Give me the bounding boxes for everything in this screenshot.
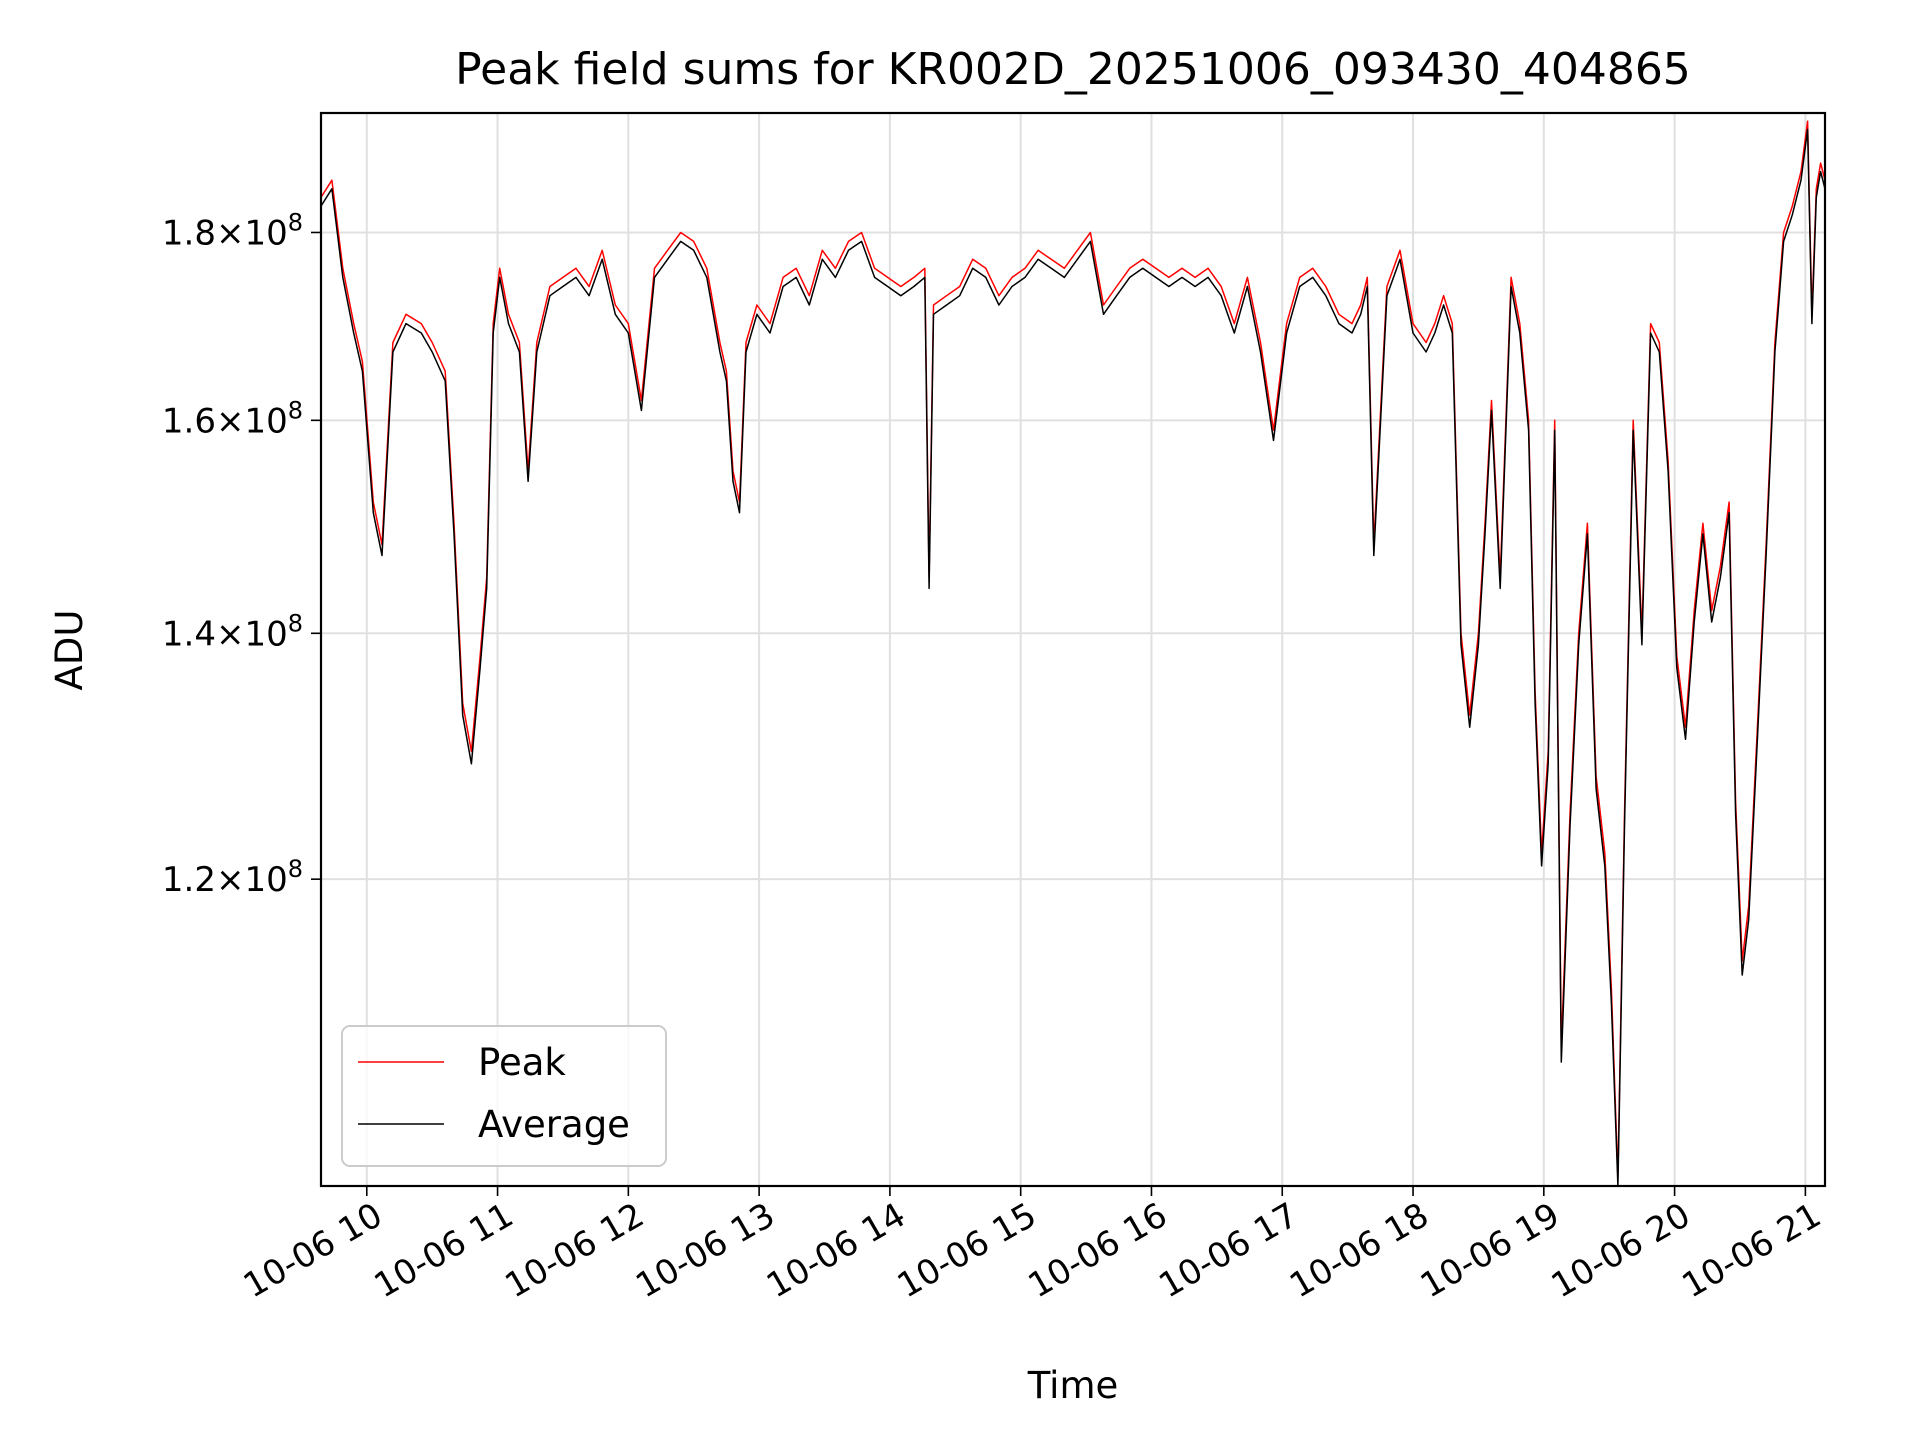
legend-label-average: Average bbox=[478, 1103, 630, 1146]
grid bbox=[321, 113, 1825, 1186]
y-tick-label: 1.4×108 bbox=[162, 609, 303, 654]
chart-title: Peak field sums for KR002D_20251006_0934… bbox=[455, 44, 1691, 95]
x-axis-label: Time bbox=[1027, 1364, 1119, 1407]
y-axis: 1.2×108 1.4×108 1.6×108 1.8×108 bbox=[162, 208, 321, 900]
legend-frame bbox=[341, 1025, 667, 1167]
legend: Peak Average bbox=[341, 1025, 667, 1167]
y-tick-label: 1.6×108 bbox=[162, 396, 303, 441]
y-tick-label: 1.8×108 bbox=[162, 208, 303, 253]
series-line-average bbox=[320, 128, 1826, 1187]
series-lines bbox=[320, 120, 1826, 1187]
y-axis-label: ADU bbox=[48, 610, 91, 691]
plot-frame bbox=[319, 111, 1827, 1188]
y-tick-label: 1.2×108 bbox=[162, 855, 303, 900]
legend-label-peak: Peak bbox=[478, 1041, 566, 1084]
